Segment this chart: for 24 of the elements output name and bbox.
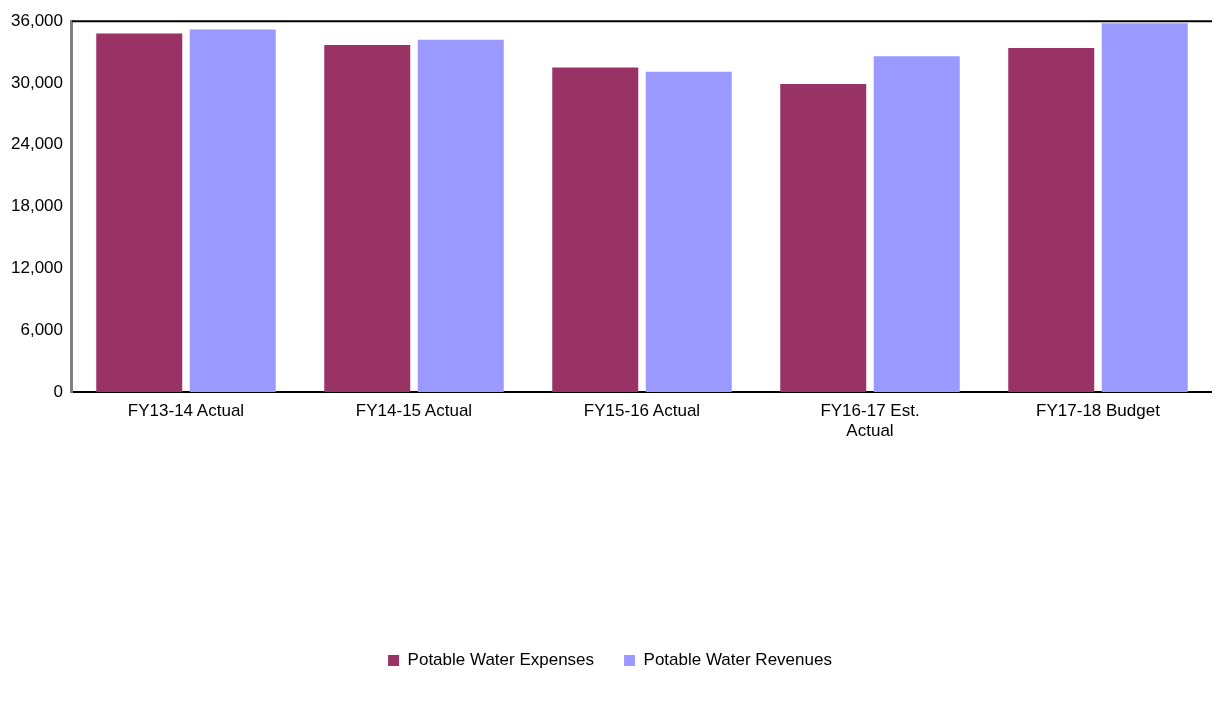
bar: [189, 29, 276, 392]
bar: [552, 67, 639, 392]
bar: [417, 39, 504, 392]
x-tick-label: FY13-14 Actual: [127, 400, 245, 420]
legend-label: Potable Water Expenses: [407, 650, 595, 670]
legend-label: Potable Water Revenues: [643, 650, 832, 670]
y-tick-label: 30,000: [11, 72, 63, 92]
bar: [1008, 47, 1095, 392]
bar: [780, 84, 867, 392]
y-tick-label: 18,000: [11, 196, 63, 216]
bar: [1101, 23, 1188, 392]
x-tick-label: FY16-17 Est. Actual: [820, 400, 920, 441]
y-tick-label: 36,000: [11, 10, 63, 30]
y-tick-label: 24,000: [11, 134, 63, 154]
x-tick-label: FY17-18 Budget: [1036, 400, 1161, 420]
y-tick-label: 0: [53, 381, 63, 401]
y-tick-label: 12,000: [11, 258, 63, 278]
bar: [645, 71, 732, 392]
y-tick-label: 6,000: [20, 319, 63, 339]
bar: [324, 44, 411, 392]
x-tick-label: FY15-16 Actual: [583, 400, 701, 420]
bar: [873, 56, 960, 392]
x-tick-label: FY14-15 Actual: [355, 400, 473, 420]
bar: [96, 33, 183, 392]
